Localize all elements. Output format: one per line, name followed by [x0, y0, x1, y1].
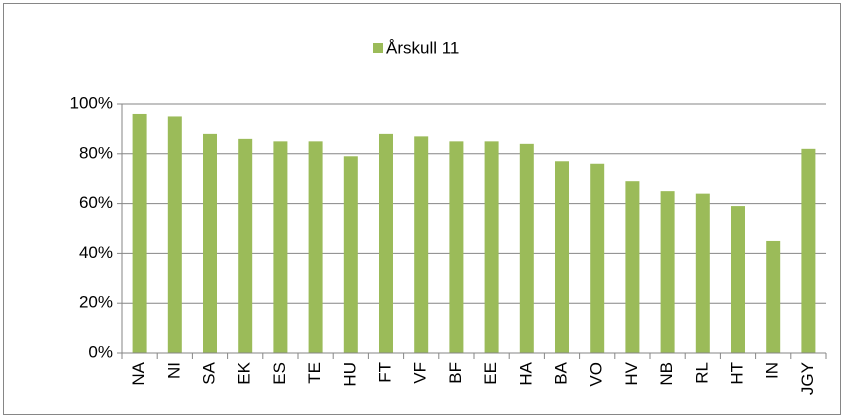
- y-tick-label: 100%: [70, 93, 113, 112]
- x-tick-label: VF: [411, 362, 430, 384]
- x-tick-label: HT: [727, 362, 746, 385]
- bar: [449, 141, 464, 353]
- legend-label: Årskull 11: [386, 38, 459, 57]
- x-tick-label: HA: [516, 361, 535, 385]
- x-tick-label: IN: [763, 362, 782, 379]
- x-tick-label: HU: [340, 362, 359, 387]
- y-tick-label: 0%: [88, 342, 113, 361]
- bar: [484, 141, 499, 353]
- bar: [167, 116, 182, 353]
- x-tick-label: BF: [446, 362, 465, 384]
- bar: [625, 181, 640, 353]
- x-tick-label: TE: [305, 362, 324, 384]
- bar: [343, 156, 358, 353]
- bar: [801, 148, 816, 353]
- bar: [203, 133, 217, 353]
- bar: [273, 141, 288, 353]
- x-tick-label: FT: [375, 362, 394, 383]
- x-tick-label: ES: [270, 362, 289, 385]
- bar: [519, 143, 534, 353]
- x-tick-label: BA: [551, 361, 570, 384]
- y-tick-label: 80%: [79, 143, 113, 162]
- x-tick-label: SA: [199, 361, 218, 384]
- bar: [379, 133, 393, 353]
- x-tick-label: RL: [692, 362, 711, 384]
- x-tick-label: HV: [622, 361, 641, 385]
- x-tick-label: NI: [164, 362, 183, 379]
- bar: [766, 240, 781, 353]
- x-tick-label: JGY: [798, 362, 817, 395]
- y-tick-label: 20%: [79, 293, 113, 312]
- legend-swatch: [373, 43, 383, 53]
- bar: [660, 191, 675, 353]
- y-tick-label: 40%: [79, 243, 113, 262]
- bar: [132, 113, 147, 354]
- bar: [238, 138, 253, 353]
- x-tick-label: EK: [235, 361, 254, 384]
- x-tick-label: NB: [657, 362, 676, 386]
- bar: [555, 161, 569, 353]
- x-tick-label: NA: [129, 361, 148, 385]
- bar: [308, 141, 323, 353]
- x-tick-label: VO: [587, 362, 606, 387]
- bar: [731, 206, 745, 353]
- y-tick-label: 60%: [79, 193, 113, 212]
- x-tick-label: EE: [481, 362, 500, 385]
- bar: [414, 136, 429, 353]
- bar: [695, 193, 710, 353]
- bar: [590, 163, 605, 353]
